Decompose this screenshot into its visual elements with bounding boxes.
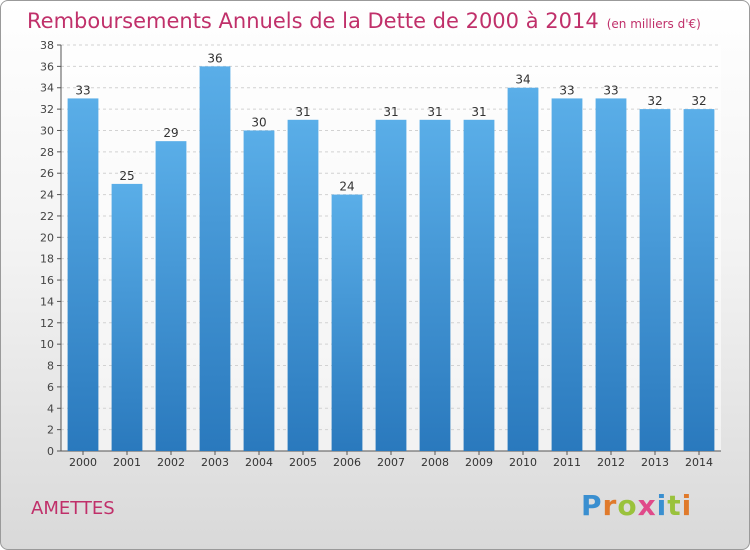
x-tick-label: 2012 [597, 456, 625, 469]
logo-letter: t [667, 489, 682, 522]
y-tick-label: 38 [40, 39, 54, 52]
bar [507, 87, 539, 451]
y-tick-label: 4 [47, 402, 54, 415]
bar [419, 119, 451, 451]
x-tick-label: 2005 [289, 456, 317, 469]
logo-letter: r [602, 489, 618, 522]
bar [375, 119, 407, 451]
chart-title: Remboursements Annuels de la Dette de 20… [27, 9, 701, 33]
x-tick-label: 2006 [333, 456, 361, 469]
data-label: 32 [647, 94, 662, 108]
x-tick-label: 2010 [509, 456, 537, 469]
data-label: 33 [603, 83, 618, 97]
bar [67, 98, 99, 451]
y-tick-label: 16 [40, 274, 54, 287]
bar [155, 141, 187, 451]
proxiti-logo: Proxiti [581, 489, 692, 522]
bar [551, 98, 583, 451]
data-label: 24 [339, 180, 354, 194]
y-tick-label: 20 [40, 231, 54, 244]
y-tick-label: 26 [40, 167, 54, 180]
data-label: 33 [75, 83, 90, 97]
y-tick-label: 36 [40, 60, 54, 73]
data-label: 32 [691, 94, 706, 108]
x-tick-label: 2004 [245, 456, 273, 469]
data-label: 36 [207, 51, 222, 65]
bar [683, 109, 715, 452]
y-tick-label: 10 [40, 338, 54, 351]
y-tick-label: 24 [40, 189, 54, 202]
unit-note: (en milliers d'€) [606, 17, 701, 31]
y-tick-label: 28 [40, 146, 54, 159]
chart-title-text: Remboursements Annuels de la Dette de 20… [27, 9, 599, 33]
x-tick-label: 2014 [685, 456, 713, 469]
data-label: 29 [163, 126, 178, 140]
data-label: 30 [251, 115, 266, 129]
y-tick-label: 18 [40, 253, 54, 266]
y-tick-label: 6 [47, 381, 54, 394]
x-tick-label: 2003 [201, 456, 229, 469]
y-tick-label: 0 [47, 445, 54, 458]
data-label: 31 [427, 105, 442, 119]
x-tick-label: 2001 [113, 456, 141, 469]
logo-letter: o [617, 489, 638, 522]
y-tick-label: 2 [47, 424, 54, 437]
bar [639, 109, 671, 452]
y-tick-label: 8 [47, 360, 54, 373]
x-tick-label: 2000 [69, 456, 97, 469]
x-tick-label: 2011 [553, 456, 581, 469]
x-tick-label: 2002 [157, 456, 185, 469]
bar [243, 130, 275, 451]
data-label: 31 [383, 105, 398, 119]
x-tick-label: 2008 [421, 456, 449, 469]
bar [199, 66, 231, 452]
x-tick-label: 2007 [377, 456, 405, 469]
logo-letter: P [581, 489, 603, 522]
data-label: 31 [295, 105, 310, 119]
data-label: 25 [119, 169, 134, 183]
x-tick-label: 2013 [641, 456, 669, 469]
y-tick-label: 34 [40, 82, 54, 95]
commune-name: AMETTES [31, 498, 115, 519]
y-tick-label: 30 [40, 124, 54, 137]
logo-letter: x [637, 489, 657, 522]
data-label: 31 [471, 105, 486, 119]
data-label: 34 [515, 73, 530, 87]
y-tick-label: 22 [40, 210, 54, 223]
bar [463, 119, 495, 451]
bar [287, 119, 319, 451]
y-tick-label: 32 [40, 103, 54, 116]
data-label: 33 [559, 83, 574, 97]
y-tick-label: 12 [40, 317, 54, 330]
logo-letter: i [681, 489, 693, 522]
bar [111, 183, 143, 452]
x-tick-label: 2009 [465, 456, 493, 469]
bar [595, 98, 627, 451]
y-tick-label: 14 [40, 295, 54, 308]
bar [331, 194, 363, 451]
logo-letter: i [656, 489, 668, 522]
